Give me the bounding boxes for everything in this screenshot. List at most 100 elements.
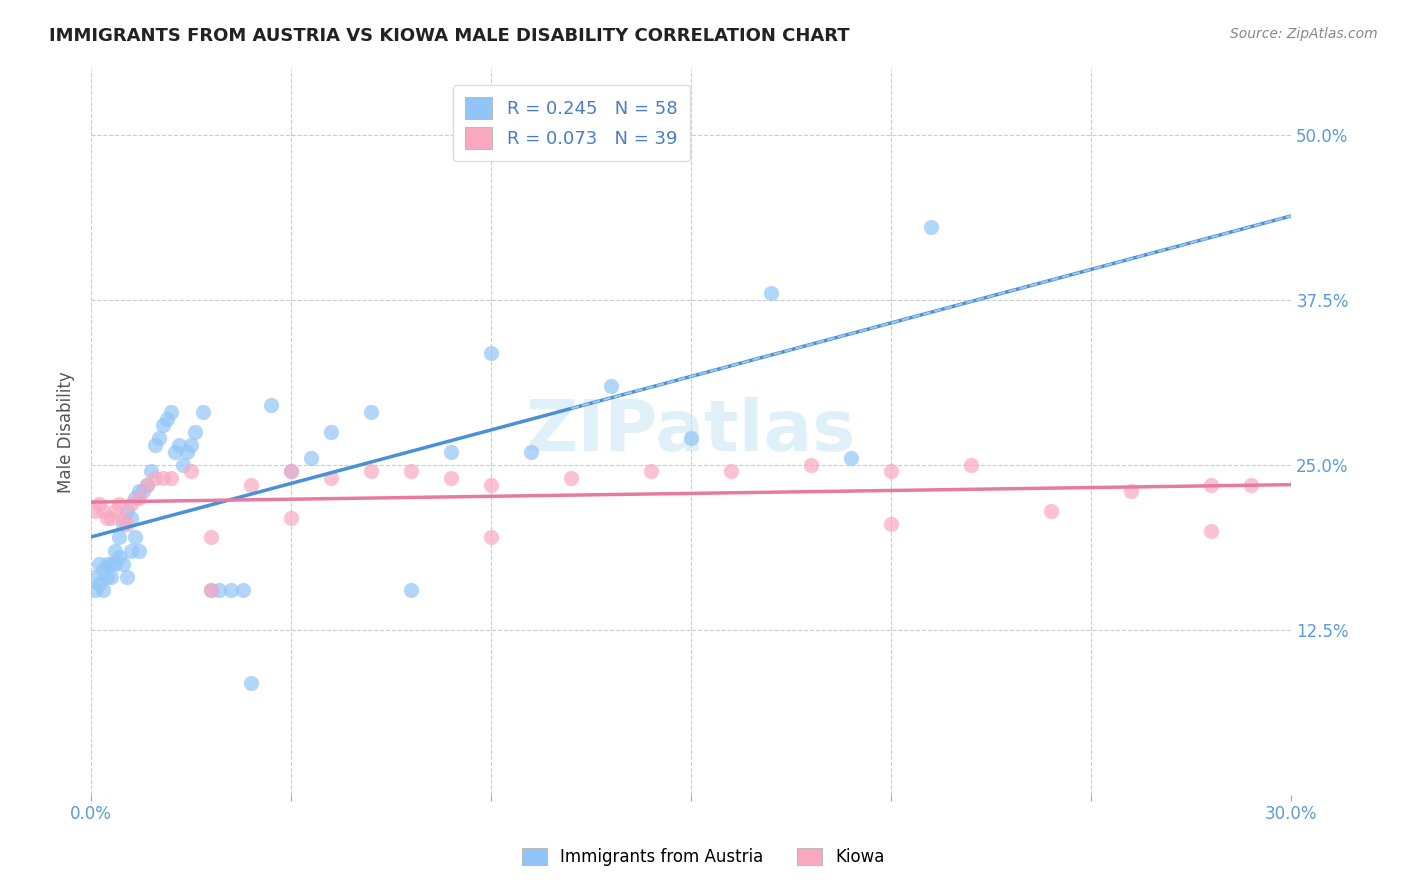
Point: [260, 398, 283, 412]
Point: [108, 531, 131, 545]
Point: [152, 471, 174, 485]
Point: [124, 491, 146, 505]
Text: IMMIGRANTS FROM AUSTRIA VS KIOWA MALE DISABILITY CORRELATION CHART: IMMIGRANTS FROM AUSTRIA VS KIOWA MALE DI…: [49, 27, 849, 45]
Point: [148, 431, 170, 445]
Point: [136, 477, 159, 491]
Point: [115, 517, 138, 532]
Point: [1201, 524, 1223, 538]
Point: [960, 458, 983, 472]
Point: [160, 471, 183, 485]
Point: [920, 220, 942, 235]
Point: [115, 570, 138, 584]
Point: [240, 477, 263, 491]
Point: [120, 543, 142, 558]
Point: [360, 405, 382, 419]
Point: [128, 543, 150, 558]
Point: [232, 583, 254, 598]
Point: [479, 477, 502, 491]
Point: [193, 405, 215, 419]
Point: [143, 438, 166, 452]
Text: ZIPatlas: ZIPatlas: [526, 397, 856, 467]
Point: [143, 471, 166, 485]
Point: [440, 444, 463, 458]
Point: [200, 583, 222, 598]
Point: [100, 570, 122, 584]
Point: [141, 464, 163, 478]
Point: [172, 458, 194, 472]
Point: [84, 504, 107, 518]
Point: [128, 484, 150, 499]
Point: [640, 464, 662, 478]
Point: [176, 444, 198, 458]
Point: [520, 444, 543, 458]
Point: [96, 570, 118, 584]
Point: [100, 510, 122, 524]
Point: [160, 405, 183, 419]
Point: [89, 498, 111, 512]
Point: [479, 345, 502, 359]
Point: [84, 583, 107, 598]
Point: [124, 531, 146, 545]
Point: [321, 425, 343, 439]
Point: [200, 531, 222, 545]
Point: [399, 464, 422, 478]
Point: [152, 418, 174, 433]
Point: [1121, 484, 1143, 499]
Point: [104, 504, 127, 518]
Point: [89, 557, 111, 571]
Point: [399, 583, 422, 598]
Point: [440, 471, 463, 485]
Point: [91, 583, 114, 598]
Point: [112, 557, 135, 571]
Point: [165, 444, 187, 458]
Point: [761, 286, 783, 301]
Point: [219, 583, 242, 598]
Point: [156, 411, 179, 425]
Legend: R = 0.245   N = 58, R = 0.073   N = 39: R = 0.245 N = 58, R = 0.073 N = 39: [453, 85, 690, 161]
Point: [89, 576, 111, 591]
Point: [112, 510, 135, 524]
Point: [167, 438, 190, 452]
Point: [240, 675, 263, 690]
Point: [104, 543, 127, 558]
Point: [479, 531, 502, 545]
Point: [120, 498, 142, 512]
Point: [96, 557, 118, 571]
Point: [208, 583, 231, 598]
Point: [560, 471, 582, 485]
Point: [299, 451, 322, 466]
Point: [1201, 477, 1223, 491]
Point: [104, 557, 127, 571]
Point: [321, 471, 343, 485]
Point: [280, 510, 302, 524]
Point: [800, 458, 823, 472]
Point: [100, 557, 122, 571]
Point: [280, 464, 302, 478]
Point: [184, 425, 207, 439]
Point: [120, 510, 142, 524]
Point: [280, 464, 302, 478]
Point: [91, 504, 114, 518]
Point: [1040, 504, 1063, 518]
Point: [1240, 477, 1263, 491]
Point: [681, 431, 703, 445]
Point: [91, 564, 114, 578]
Legend: Immigrants from Austria, Kiowa: Immigrants from Austria, Kiowa: [513, 840, 893, 875]
Point: [180, 464, 202, 478]
Point: [839, 451, 862, 466]
Point: [84, 570, 107, 584]
Point: [880, 464, 903, 478]
Text: Source: ZipAtlas.com: Source: ZipAtlas.com: [1230, 27, 1378, 41]
Point: [136, 477, 159, 491]
Point: [720, 464, 742, 478]
Point: [96, 510, 118, 524]
Point: [132, 484, 155, 499]
Point: [880, 517, 903, 532]
Y-axis label: Male Disability: Male Disability: [58, 371, 75, 492]
Point: [128, 491, 150, 505]
Point: [600, 378, 623, 392]
Point: [112, 517, 135, 532]
Point: [115, 504, 138, 518]
Point: [108, 550, 131, 565]
Point: [180, 438, 202, 452]
